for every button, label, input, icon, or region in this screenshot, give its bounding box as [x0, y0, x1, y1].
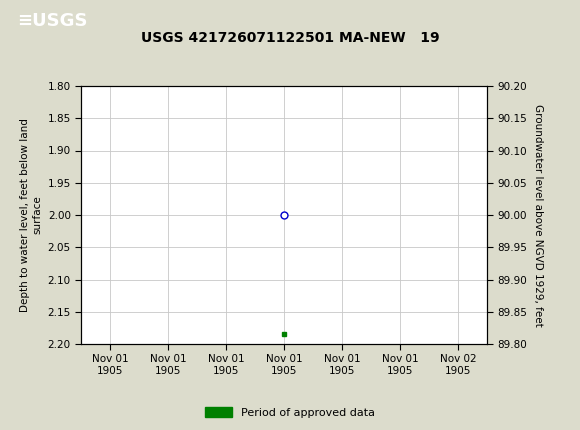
Text: USGS 421726071122501 MA-NEW   19: USGS 421726071122501 MA-NEW 19 [141, 31, 439, 45]
Text: ≡USGS: ≡USGS [17, 12, 88, 30]
Y-axis label: Groundwater level above NGVD 1929, feet: Groundwater level above NGVD 1929, feet [533, 104, 543, 326]
Y-axis label: Depth to water level, feet below land
surface: Depth to water level, feet below land su… [20, 118, 42, 312]
Legend: Period of approved data: Period of approved data [200, 403, 380, 422]
